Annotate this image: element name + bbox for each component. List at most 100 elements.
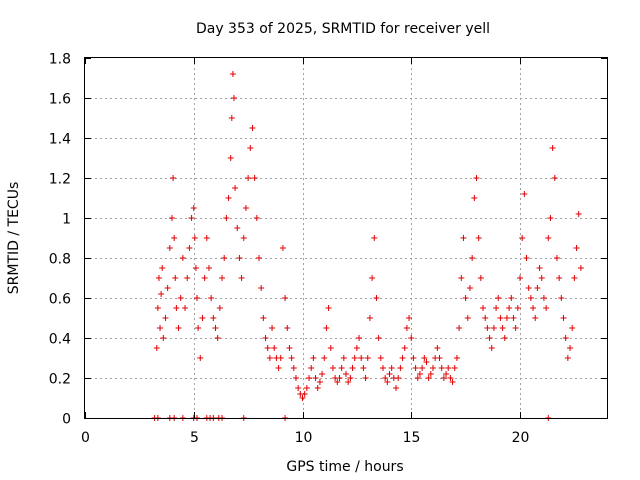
data-point [501, 335, 508, 341]
data-point [258, 285, 265, 291]
data-point [488, 345, 495, 351]
data-point [158, 291, 165, 297]
data-point [225, 195, 232, 201]
y-tick-label: 1.8 [49, 52, 71, 68]
data-point [166, 245, 173, 251]
plot-frame [84, 57, 608, 419]
data-point [188, 215, 195, 221]
data-point [232, 185, 239, 191]
y-tick-label: 1.6 [49, 92, 71, 108]
data-point [234, 225, 241, 231]
data-point [403, 325, 410, 331]
data-point [260, 315, 267, 321]
data-point [203, 235, 210, 241]
data-point [236, 255, 243, 261]
data-point [514, 305, 521, 311]
data-point [282, 295, 289, 301]
data-point [562, 335, 569, 341]
x-axis-label: GPS time / hours [286, 459, 403, 475]
data-point [191, 235, 198, 241]
data-point [471, 195, 478, 201]
data-point [577, 265, 584, 271]
data-point [238, 275, 245, 281]
data-point [414, 375, 421, 381]
data-point [301, 391, 308, 397]
data-point [253, 215, 260, 221]
data-point [334, 379, 341, 385]
data-point [397, 365, 404, 371]
data-point [329, 365, 336, 371]
data-point [219, 275, 226, 281]
data-point [386, 371, 393, 377]
data-point [216, 305, 223, 311]
data-point [525, 285, 532, 291]
data-point [388, 365, 395, 371]
data-point [242, 205, 249, 211]
data-point [503, 315, 510, 321]
data-point [162, 315, 169, 321]
data-point [192, 265, 199, 271]
data-point [153, 345, 160, 351]
data-point [179, 255, 186, 261]
data-point [506, 305, 513, 311]
data-point [497, 315, 504, 321]
data-point [264, 345, 271, 351]
data-point [186, 245, 193, 251]
y-tick-label: 1.2 [49, 172, 71, 188]
data-point [510, 315, 517, 321]
data-point [475, 235, 482, 241]
x-tick-label: 15 [403, 430, 421, 446]
data-point [262, 335, 269, 341]
data-point [456, 325, 463, 331]
y-tick-label: 0.8 [49, 252, 71, 268]
data-point [345, 379, 352, 385]
data-point [545, 235, 552, 241]
data-point [164, 285, 171, 291]
data-point [182, 305, 189, 311]
data-point [347, 375, 354, 381]
data-point [177, 295, 184, 301]
data-point [230, 95, 237, 101]
data-point [228, 115, 235, 121]
data-point [490, 325, 497, 331]
data-point [353, 345, 360, 351]
y-tick-label: 0.4 [49, 332, 71, 348]
data-point [451, 365, 458, 371]
data-point [553, 255, 560, 261]
data-point [157, 325, 164, 331]
data-point [362, 375, 369, 381]
data-point [575, 211, 582, 217]
data-point [530, 305, 537, 311]
data-point [519, 235, 526, 241]
data-point [517, 275, 523, 281]
data-point [356, 335, 363, 341]
data-point [558, 295, 565, 301]
data-point [373, 295, 380, 301]
data-point [534, 285, 541, 291]
data-point [382, 375, 389, 381]
data-point [399, 355, 406, 361]
data-point [223, 215, 230, 221]
data-point [170, 175, 177, 181]
data-point [423, 359, 430, 365]
data-point [199, 315, 206, 321]
data-point [377, 355, 384, 361]
data-point [314, 385, 321, 391]
data-point [436, 355, 443, 361]
data-point [449, 379, 456, 385]
data-point [512, 325, 519, 331]
data-point [443, 371, 450, 377]
y-axis-label: SRMTID / TECUs [6, 182, 22, 295]
data-point [406, 315, 413, 321]
data-point [169, 215, 175, 221]
grid [85, 58, 607, 418]
data-point [369, 275, 376, 281]
data-point [458, 275, 465, 281]
data-point [295, 385, 302, 391]
data-point [173, 305, 180, 311]
data-point [306, 375, 313, 381]
y-tick-label: 1.4 [49, 132, 71, 148]
data-point [159, 265, 166, 271]
data-point [384, 379, 391, 385]
data-point [240, 235, 247, 241]
